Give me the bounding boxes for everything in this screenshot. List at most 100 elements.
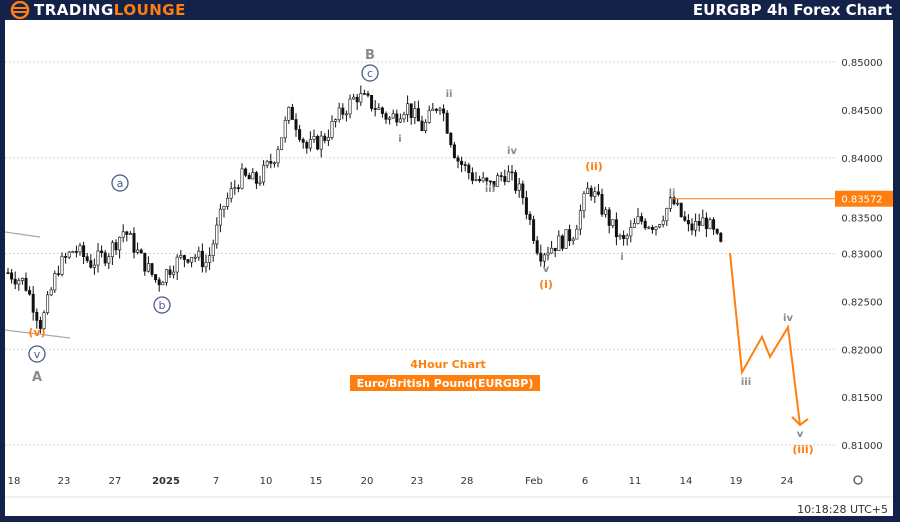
candle-body — [85, 256, 89, 261]
candle-body — [276, 149, 280, 164]
candle-body — [164, 269, 168, 283]
candle-body — [240, 168, 244, 189]
candle-body — [136, 249, 140, 253]
candle-body — [604, 209, 608, 215]
candle-body — [326, 137, 330, 141]
candle-body — [661, 220, 665, 225]
candle-body — [319, 135, 323, 150]
candle-body — [668, 197, 672, 209]
wave-label: iv — [783, 313, 793, 324]
current-price-badge — [835, 190, 893, 207]
candle-body — [100, 250, 104, 254]
candle-body — [118, 236, 122, 251]
candle-body — [697, 220, 701, 226]
candle-body — [384, 113, 388, 120]
candle-body — [53, 273, 57, 291]
candle-body — [474, 179, 478, 181]
candle-body — [265, 161, 269, 166]
candle-body — [654, 226, 658, 230]
candle-body — [208, 255, 212, 263]
candle-body — [366, 93, 370, 96]
header: TRADING LOUNGE EURGBP 4h Forex Chart — [0, 0, 900, 20]
candle-body — [629, 227, 633, 237]
x-tick-label: 23 — [411, 476, 424, 487]
candle-body — [388, 117, 392, 120]
candle-body — [560, 235, 564, 249]
candle-body — [272, 162, 276, 165]
candle-body — [269, 161, 273, 164]
candle-body — [348, 98, 352, 115]
logo-text-trading: TRADING — [34, 1, 114, 19]
x-tick-label: 14 — [680, 476, 693, 487]
wave-label-circle — [361, 64, 379, 82]
candle-body — [564, 229, 568, 249]
wave-label: a — [117, 177, 124, 190]
candle-body — [226, 197, 230, 207]
candle-body — [398, 118, 402, 123]
x-tick-label: 11 — [629, 476, 642, 487]
candle-body — [211, 243, 215, 256]
candle-body — [13, 278, 17, 285]
candle-body — [236, 187, 240, 189]
wave-label-circle — [28, 345, 46, 363]
candle-body — [244, 168, 248, 176]
candle-body — [712, 219, 716, 230]
candle-body — [488, 180, 492, 183]
candle-body — [89, 260, 93, 268]
y-tick-label: 0.83500 — [841, 214, 882, 225]
candle-body — [632, 223, 636, 228]
candle-body — [686, 219, 690, 225]
wave-label: ii — [669, 188, 676, 199]
x-tick-label: 28 — [461, 476, 474, 487]
x-tick-label: 7 — [213, 476, 219, 487]
candle-body — [672, 197, 676, 205]
candle-body — [658, 224, 662, 228]
candle-body — [424, 122, 428, 131]
candle-body — [341, 107, 345, 115]
candle-body — [704, 217, 708, 229]
current-price-label: 0.83572 — [841, 195, 882, 206]
candle-body — [589, 187, 593, 197]
candle-body — [6, 272, 10, 274]
candle-body — [553, 247, 557, 251]
candle-body — [258, 181, 262, 184]
candle-body — [640, 216, 644, 222]
candle-body — [413, 108, 417, 118]
candle-body — [715, 228, 719, 234]
candle-body — [114, 242, 118, 251]
candle-body — [694, 220, 698, 231]
wave-label: c — [367, 67, 373, 80]
candle-body — [578, 210, 582, 230]
candle-body — [719, 232, 723, 242]
candle-body — [262, 164, 266, 183]
candle-body — [568, 229, 572, 242]
y-tick-label: 0.84000 — [841, 154, 882, 165]
candle-body — [204, 262, 208, 268]
candle-body — [452, 144, 456, 159]
candle-body — [125, 231, 129, 235]
candle-body — [380, 107, 384, 114]
candle-body — [96, 250, 100, 266]
candle-body — [485, 177, 489, 182]
y-tick-label: 0.81000 — [841, 441, 882, 452]
y-tick-label: 0.84500 — [841, 106, 882, 117]
candle-body — [438, 108, 442, 111]
candle-body — [251, 172, 255, 180]
candle-body — [456, 157, 460, 162]
candle-body — [416, 108, 420, 122]
settings-icon[interactable] — [853, 475, 863, 485]
candle-body — [308, 139, 312, 149]
candle-body — [546, 252, 550, 256]
candle-body — [92, 264, 96, 268]
x-tick-label: 23 — [58, 476, 71, 487]
x-tick-label: 24 — [781, 476, 794, 487]
candle-body — [175, 256, 179, 273]
candle-body — [514, 172, 518, 191]
instrument-name: Euro/British Pound(EURGBP) — [357, 377, 534, 390]
candle-body — [197, 250, 201, 258]
candle-body — [312, 136, 316, 140]
candle-body — [582, 193, 586, 211]
candle-body — [506, 171, 510, 182]
wave-label-circle — [111, 174, 129, 192]
